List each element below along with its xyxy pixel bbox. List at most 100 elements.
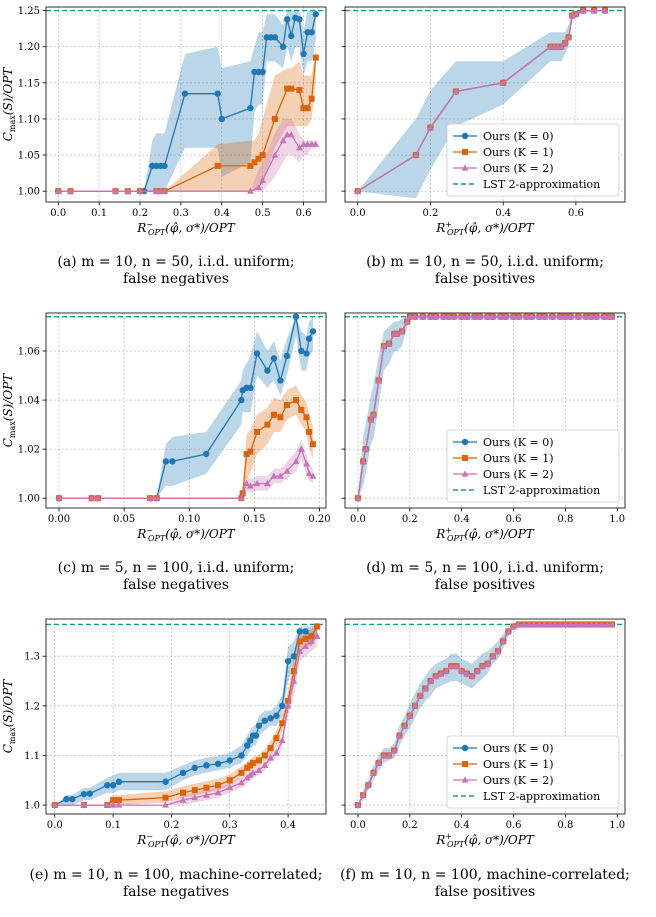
data-point-k2 [603,620,611,628]
data-point-k2 [385,340,393,347]
panel-caption: (c) m = 5, n = 100, i.i.d. uniform; [58,560,295,576]
data-point-k2 [567,620,574,628]
data-point-k1 [277,414,284,421]
x-tick-label: 0.2 [423,208,439,219]
panel-caption: false negatives [123,884,229,900]
data-point-k2 [463,669,471,677]
y-tick-label: 1.05 [18,151,40,162]
data-point-k2 [246,187,254,194]
x-tick-label: 0.0 [350,208,366,219]
legend-label: Ours (K = 2) [483,774,554,787]
plot-area [46,623,326,809]
data-point-k0 [296,16,303,23]
data-point-k2 [179,796,187,803]
data-point-k2 [541,620,549,628]
confidence-band-k1 [59,385,313,499]
y-tick-label: 1.20 [18,42,40,53]
y-tick-label: 1.00 [18,494,40,505]
data-point-k1 [308,633,315,640]
data-point-k2 [263,479,271,487]
y-tick-label: 1.3 [24,652,40,663]
data-point-k2 [253,479,261,487]
data-point-k2 [411,313,419,320]
legend: Ours (K = 0) Ours (K = 1) Ours (K = 2) LST … [446,123,620,197]
panel-c: 0.00 0.05 0.10 0.15 0.20 1.00 1.02 1.04 1.06 R− OP… [1,312,331,593]
data-point-k1 [298,406,305,413]
data-point-k2 [473,667,481,674]
data-point-k1 [284,85,291,92]
data-point-k0 [69,795,76,803]
x-tick-label: 0.1 [105,820,121,831]
data-point-k2 [364,781,372,788]
data-point-k2 [401,722,409,729]
data-point-k2 [312,140,320,147]
data-point-k2 [277,472,284,479]
x-tick-label: 1.0 [609,514,625,525]
plot-area [46,313,326,502]
data-point-k2 [421,684,429,692]
legend-box [446,123,620,197]
data-point-k2 [54,187,62,194]
data-point-k2 [427,677,434,684]
data-point-k0 [238,752,245,759]
x-tick-label: 0.10 [178,514,200,525]
data-point-k2 [557,43,565,50]
data-point-k2 [458,667,466,674]
data-point-k1 [304,105,311,112]
data-point-k2 [367,416,375,423]
data-point-k2 [593,313,600,320]
data-point-k0 [283,16,291,23]
data-point-k1 [314,623,321,630]
data-point-k2 [146,494,154,501]
x-tick-label: 0.05 [113,514,135,525]
data-point-k2 [489,652,497,659]
y-tick-label: 1.06 [18,347,40,358]
legend-label: Ours (K = 1) [483,452,554,465]
data-point-k2 [567,313,574,320]
axes-frame [45,618,327,815]
y-tick-label: 1.2 [24,701,40,712]
data-point-k1 [203,784,210,791]
data-point-k0 [246,737,254,744]
data-point-k2 [354,801,362,808]
legend-box [446,429,620,503]
legend-label: Ours (K = 2) [483,162,554,175]
data-point-k2 [419,313,427,320]
x-tick-label: 0.4 [454,514,470,525]
data-point-k1 [180,789,187,796]
data-point-k2 [403,317,411,325]
data-point-k2 [238,779,245,786]
data-point-k2 [380,342,388,349]
x-tick-label: 0.8 [557,514,573,525]
data-point-k1 [264,421,271,428]
data-point-k2 [375,759,383,766]
confidence-band-k2 [58,118,316,192]
data-point-k0 [302,628,309,635]
data-point-k1 [226,777,233,784]
data-point-k2 [385,751,393,759]
data-point-k0 [312,11,319,18]
data-point-k2 [593,620,600,628]
legend-marker-k2 [461,470,469,477]
y-tick-label: 1.1 [24,751,40,762]
data-point-k2 [273,749,280,756]
data-point-k2 [283,467,291,474]
data-point-k2 [582,620,590,628]
data-point-k2 [255,766,263,773]
data-point-k2 [499,79,507,86]
data-point-k2 [590,7,598,14]
data-point-k0 [273,712,280,719]
data-point-k2 [313,632,321,639]
x-axis-label: R+ OPT(φ̂, σ*)/OPT [435,526,535,543]
legend-label: LST 2-approximation [483,484,600,497]
x-tick-label: 1.0 [609,820,625,831]
data-point-k2 [411,702,419,709]
data-point-k2 [261,761,269,768]
data-point-k2 [255,183,262,191]
confidence-band-k0 [58,10,316,192]
data-point-k1 [306,428,313,435]
axes-frame [45,6,327,203]
panel-b: 0.0 0.2 0.4 0.6 R+ OPT(φ̂, σ*)/OPT Ours (K = 0… [341,6,626,287]
data-point-k2 [109,801,117,808]
legend: Ours (K = 0) Ours (K = 1) Ours (K = 2) LST … [446,429,620,503]
